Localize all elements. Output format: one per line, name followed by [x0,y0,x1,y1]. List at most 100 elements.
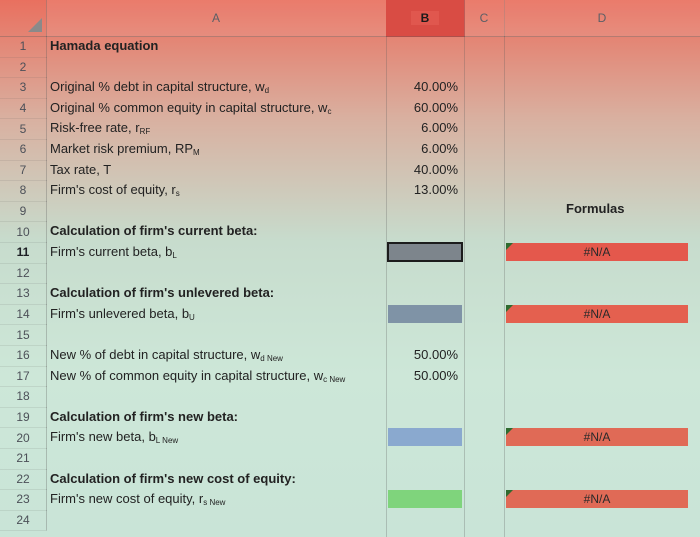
column-header-a[interactable]: A [46,0,387,37]
row-header-21[interactable]: 21 [0,448,47,470]
cell-b11-input[interactable] [387,242,463,262]
formulas-header[interactable]: Formulas [566,201,625,216]
cell-b6-value[interactable]: 6.00% [421,141,458,156]
cell-b23-input[interactable] [388,490,462,508]
row-header-16[interactable]: 16 [0,345,47,367]
row-header-6[interactable]: 6 [0,139,47,161]
cell-a5-subscript: RF [139,127,151,136]
row-header-2[interactable]: 2 [0,56,47,79]
cell-a4[interactable]: Original % common equity in capital stru… [50,98,331,118]
cell-a6-label: Market risk premium, RP [50,141,194,156]
cell-a17[interactable]: New % of common equity in capital struct… [50,366,345,386]
cell-a5[interactable]: Risk-free rate, rRF [50,118,150,138]
cell-d11-formula[interactable]: #N/A [506,243,688,261]
cell-a4-label: Original % common equity in capital stru… [50,100,328,115]
row-header-4[interactable]: 4 [0,97,47,120]
cell-a4-subscript: c [327,107,332,116]
cell-d11-formula-text: #N/A [583,245,611,259]
row-header-5[interactable]: 5 [0,118,47,140]
cell-a20-label: Firm's new beta, b [50,429,156,444]
column-header-c[interactable]: C [464,0,505,37]
cell-d14-formula-text: #N/A [583,307,611,321]
row-header-13[interactable]: 13 [0,283,47,305]
cell-a16-subscript: d New [260,354,283,363]
cell-a3[interactable]: Original % debt in capital structure, wd [50,77,269,97]
grid-line [504,36,505,537]
column-header-c-label: C [479,11,489,25]
row-header-22[interactable]: 22 [0,468,47,491]
cell-d23-formula[interactable]: #N/A [506,490,688,508]
cell-a11-subscript: L [172,251,177,260]
row-header-18[interactable]: 18 [0,386,47,408]
cell-a23[interactable]: Firm's new cost of equity, rs New [50,489,225,509]
row-header-11[interactable]: 11 [0,242,47,264]
cell-d20-formula-text: #N/A [583,430,611,444]
row-header-3[interactable]: 3 [0,77,47,99]
error-indicator-icon [506,428,513,435]
cell-b4-value[interactable]: 60.00% [413,100,458,115]
cell-a16[interactable]: New % of debt in capital structure, wd N… [50,345,283,365]
row-header-10[interactable]: 10 [0,221,47,243]
column-header-d-label: D [597,11,607,25]
cell-b20-input[interactable] [388,428,462,446]
cell-a8-subscript: s [175,189,180,198]
column-header-d[interactable]: D [504,0,700,37]
cell-a6[interactable]: Market risk premium, RPM [50,139,200,159]
column-header-b[interactable]: B [386,0,465,37]
cell-a3-subscript: d [264,86,270,95]
cell-a23-subscript: s New [203,498,226,507]
cell-a8[interactable]: Firm's cost of equity, rs [50,180,180,200]
row-header-8[interactable]: 8 [0,180,47,202]
cell-a7[interactable]: Tax rate, T [50,162,112,177]
cell-b3-value[interactable]: 40.00% [413,79,458,94]
select-all-triangle-icon [28,18,42,32]
grid-line [386,36,387,537]
cell-a11-label: Firm's current beta, b [50,244,173,259]
cell-a1-title[interactable]: Hamada equation [50,38,159,53]
column-header-a-label: A [211,11,220,25]
cell-a14-subscript: U [189,313,195,322]
cell-a23-label: Firm's new cost of equity, r [50,491,204,506]
cell-a22-heading[interactable]: Calculation of firm's new cost of equity… [50,471,296,486]
cell-a17-label: New % of common equity in capital struct… [50,368,324,383]
row-header-23[interactable]: 23 [0,489,47,511]
cell-b7-value[interactable]: 40.00% [413,162,458,177]
error-indicator-icon [506,490,513,497]
cell-a14[interactable]: Firm's unlevered beta, bU [50,304,195,324]
row-header-19[interactable]: 19 [0,406,47,429]
row-header-14[interactable]: 14 [0,303,47,326]
row-header-1[interactable]: 1 [0,36,47,58]
row-header-12[interactable]: 12 [0,262,47,285]
error-indicator-icon [506,305,513,312]
cell-a20[interactable]: Firm's new beta, bL New [50,427,178,447]
cell-d14-formula[interactable]: #N/A [506,305,688,323]
grid-line [464,36,465,537]
cell-d20-formula[interactable]: #N/A [506,428,688,446]
cell-a14-label: Firm's unlevered beta, b [50,306,190,321]
cell-b14-input[interactable] [388,305,462,323]
cell-a16-label: New % of debt in capital structure, w [50,347,261,362]
cell-a13-heading[interactable]: Calculation of firm's unlevered beta: [50,285,275,300]
cell-a5-label: Risk-free rate, r [50,120,140,135]
row-header-9[interactable]: 9 [0,200,47,223]
select-all-corner[interactable] [0,0,47,37]
cell-b17-value[interactable]: 50.00% [413,368,458,383]
column-header-b-label: B [410,11,440,25]
cell-a10-heading[interactable]: Calculation of firm's current beta: [50,223,258,238]
cell-b5-value[interactable]: 6.00% [421,120,458,135]
cell-a6-subscript: M [193,148,200,157]
cell-b16-value[interactable]: 50.00% [413,347,458,362]
cell-a11[interactable]: Firm's current beta, bL [50,242,177,262]
error-indicator-icon [506,243,513,250]
row-header-17[interactable]: 17 [0,365,47,388]
cell-a20-subscript: L New [155,436,179,445]
row-header-7[interactable]: 7 [0,159,47,182]
row-header-20[interactable]: 20 [0,427,47,449]
row-header-15[interactable]: 15 [0,324,47,346]
cell-d23-formula-text: #N/A [583,492,611,506]
cell-b8-value[interactable]: 13.00% [413,182,458,197]
row-header-24[interactable]: 24 [0,509,47,532]
cell-a3-label: Original % debt in capital structure, w [50,79,265,94]
cell-a19-heading[interactable]: Calculation of firm's new beta: [50,409,239,424]
